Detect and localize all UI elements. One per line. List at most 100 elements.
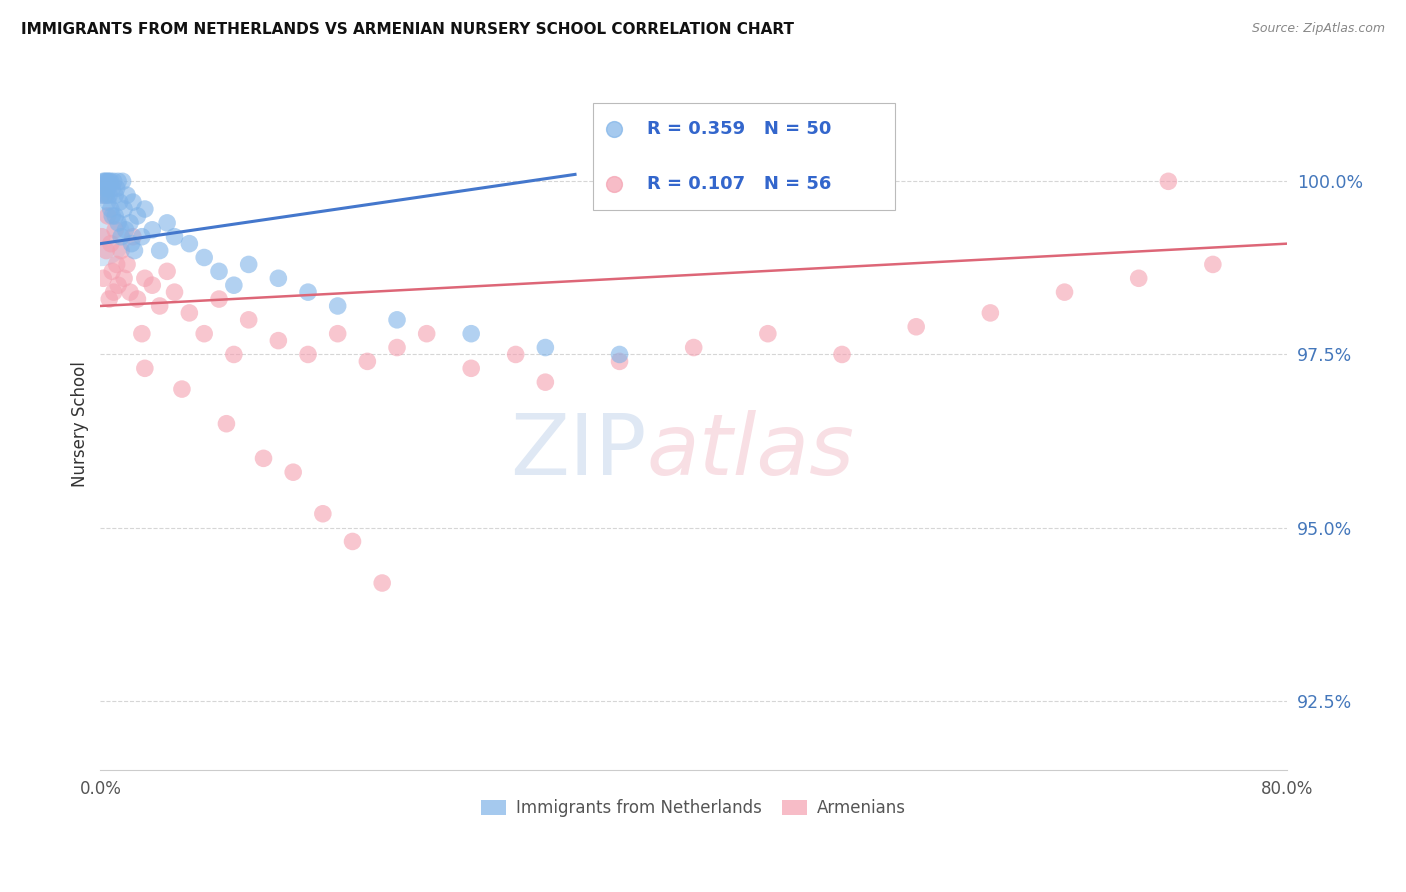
Point <box>222 278 245 293</box>
Point <box>163 229 186 244</box>
Point <box>1053 285 1076 300</box>
Point <box>105 257 128 271</box>
Point <box>118 285 141 300</box>
Point <box>96 188 118 202</box>
Point <box>283 465 305 479</box>
Point <box>134 361 156 376</box>
Point <box>238 313 260 327</box>
Point <box>193 251 215 265</box>
Point <box>122 195 145 210</box>
Point <box>149 299 172 313</box>
Point <box>193 326 215 341</box>
Point <box>1128 271 1150 285</box>
Point <box>127 292 149 306</box>
Point <box>208 264 231 278</box>
Text: atlas: atlas <box>647 410 855 493</box>
Point <box>179 306 201 320</box>
Point <box>100 236 122 251</box>
Point <box>134 271 156 285</box>
Point <box>122 229 145 244</box>
Point <box>238 257 260 271</box>
Point <box>98 188 121 202</box>
Point <box>98 174 121 188</box>
Point <box>831 347 853 361</box>
Point <box>107 174 129 188</box>
Point <box>101 181 124 195</box>
Point <box>326 326 349 341</box>
Point <box>385 313 408 327</box>
Point <box>156 264 179 278</box>
Point <box>100 174 122 188</box>
Point <box>222 347 245 361</box>
Point <box>356 354 378 368</box>
Point <box>297 285 319 300</box>
Point <box>1157 174 1180 188</box>
Point <box>756 326 779 341</box>
Point <box>97 209 120 223</box>
Point <box>101 264 124 278</box>
Text: IMMIGRANTS FROM NETHERLANDS VS ARMENIAN NURSERY SCHOOL CORRELATION CHART: IMMIGRANTS FROM NETHERLANDS VS ARMENIAN … <box>21 22 794 37</box>
Point <box>127 209 149 223</box>
Point <box>149 244 172 258</box>
Point <box>100 202 122 216</box>
Point <box>94 181 117 195</box>
Point <box>156 216 179 230</box>
Point <box>460 361 482 376</box>
Point <box>112 271 135 285</box>
Point <box>107 216 129 230</box>
Point <box>96 244 118 258</box>
Point <box>115 257 138 271</box>
Point <box>131 326 153 341</box>
Point <box>371 576 394 591</box>
Point <box>326 299 349 313</box>
Point <box>105 181 128 195</box>
Point <box>94 174 117 188</box>
Point <box>215 417 238 431</box>
Point <box>312 507 335 521</box>
Point <box>905 319 928 334</box>
Point <box>267 334 290 348</box>
Point <box>134 202 156 216</box>
Point <box>103 285 125 300</box>
Point <box>90 188 112 202</box>
Text: ZIP: ZIP <box>510 410 647 493</box>
Point <box>114 223 136 237</box>
Point <box>460 326 482 341</box>
Point <box>124 244 146 258</box>
Point <box>97 174 120 188</box>
Point <box>1202 257 1225 271</box>
Point <box>98 292 121 306</box>
Point <box>163 285 186 300</box>
Point <box>131 229 153 244</box>
Point <box>108 195 131 210</box>
Point <box>267 271 290 285</box>
Point <box>534 341 557 355</box>
Point <box>609 354 631 368</box>
Point <box>979 306 1001 320</box>
Point <box>94 188 117 202</box>
Point <box>110 244 132 258</box>
Point <box>103 174 125 188</box>
Point <box>121 236 143 251</box>
Point <box>342 534 364 549</box>
Point <box>415 326 437 341</box>
Point <box>104 223 127 237</box>
Point <box>208 292 231 306</box>
Point <box>609 347 631 361</box>
Point <box>91 174 114 188</box>
Point <box>505 347 527 361</box>
Point <box>90 229 112 244</box>
Point <box>96 174 118 188</box>
Point <box>534 375 557 389</box>
Point <box>107 278 129 293</box>
Point <box>112 202 135 216</box>
Point <box>111 174 134 188</box>
Text: R = 0.359   N = 50: R = 0.359 N = 50 <box>647 120 832 138</box>
Point <box>297 347 319 361</box>
Point <box>104 188 127 202</box>
Point <box>101 209 124 223</box>
Point <box>179 236 201 251</box>
Point <box>91 271 114 285</box>
Point <box>252 451 274 466</box>
Point <box>97 181 120 195</box>
